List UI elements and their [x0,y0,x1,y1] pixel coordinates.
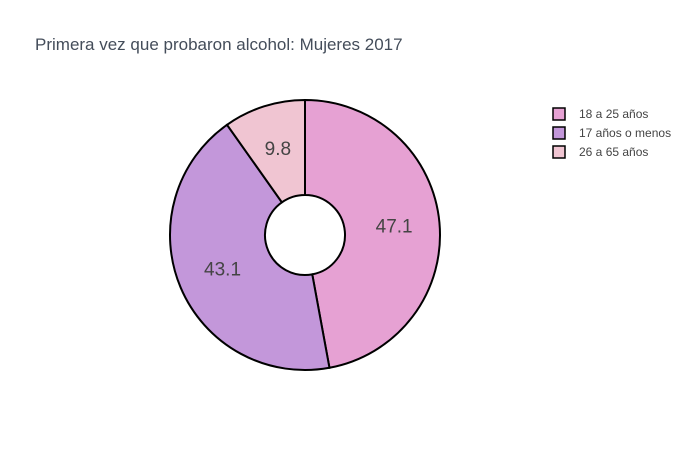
legend[interactable]: 18 a 25 años 17 años o menos 26 a 65 años [552,107,671,159]
slice-value-label: 47.1 [376,216,413,237]
pie-slices [169,98,441,371]
pie-slice[interactable] [304,98,441,369]
legend-label: 26 a 65 años [579,145,648,159]
legend-swatch [552,126,566,140]
legend-item[interactable]: 18 a 25 años [552,107,648,121]
legend-label: 17 años o menos [579,126,671,140]
legend-swatch [552,107,566,121]
legend-swatch [552,145,566,159]
slice-value-label: 9.8 [265,139,291,160]
legend-label: 18 a 25 años [579,107,648,121]
slice-value-label: 43.1 [204,259,241,280]
slice-labels: 47.1 43.1 9.8 [204,139,413,280]
legend-item[interactable]: 17 años o menos [552,126,671,140]
pie-slice[interactable] [169,123,331,371]
chart-title: Primera vez que probaron alcohol: Mujere… [35,35,403,54]
pie-slice[interactable] [225,98,306,204]
legend-item[interactable]: 26 a 65 años [552,145,648,159]
